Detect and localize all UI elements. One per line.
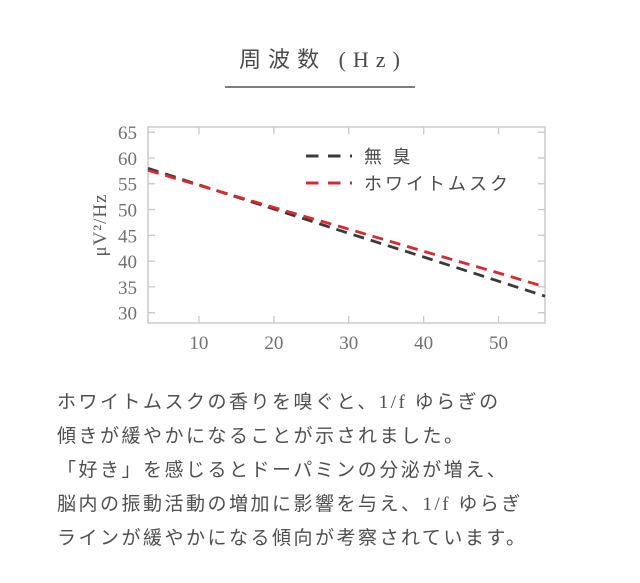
y-tick-label: 35: [118, 278, 137, 299]
eeg-power-spectrum-chart: 30 35 40 45 50 55 60 65 10 20 30 40 50 μV²/Hz 無 臭ホワイトム…: [0, 110, 640, 370]
y-axis-title: μV²/Hz: [90, 193, 111, 256]
x-tick-label: 30: [339, 333, 358, 354]
x-tick-label: 10: [189, 333, 208, 354]
legend-label: ホワイトムスク: [364, 174, 511, 194]
chart-title-wrap: 周波数 (Hz): [0, 0, 640, 88]
y-tick-label: 45: [118, 226, 137, 247]
y-tick-label: 50: [118, 201, 137, 222]
series-line-0: [147, 166, 546, 298]
caption-line: ホワイトムスクの香りを嗅ぐと、1/f ゆらぎの: [57, 392, 501, 413]
x-tick-label: 40: [414, 333, 433, 354]
x-tick-label: 50: [489, 333, 508, 354]
y-tick-label: 60: [118, 149, 137, 170]
chart-canvas: 30 35 40 45 50 55 60 65 10 20 30 40 50 μV²/Hz 無 臭ホワイトム…: [90, 123, 546, 354]
y-tick-label: 30: [118, 304, 137, 325]
caption-line: 傾きが緩やかになることが示されました。: [57, 426, 466, 447]
legend-label: 無 臭: [364, 147, 414, 167]
caption-line: 「好き」を感じるとドーパミンの分泌が増え、: [57, 460, 509, 481]
caption-block: ホワイトムスクの香りを嗅ぐと、1/f ゆらぎの 傾きが緩やかになることが示されま…: [57, 386, 597, 556]
chart-title: 周波数 (Hz): [225, 42, 415, 88]
series-line-1: [147, 168, 546, 289]
y-tick-label: 55: [118, 175, 137, 196]
x-tick-label: 20: [264, 333, 283, 354]
caption-line: ラインが緩やかになる傾向が考察されています。: [57, 528, 528, 549]
y-tick-label: 40: [118, 252, 137, 273]
plot-box: [147, 126, 546, 324]
y-tick-label: 65: [118, 123, 137, 144]
caption-line: 脳内の振動活動の増加に影響を与え、1/f ゆらぎ: [57, 494, 523, 515]
